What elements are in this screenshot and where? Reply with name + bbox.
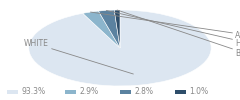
Wedge shape — [98, 10, 120, 48]
Text: 2.8%: 2.8% — [134, 88, 153, 96]
Text: 93.3%: 93.3% — [22, 88, 46, 96]
Bar — [7, 90, 18, 94]
Text: WHITE: WHITE — [24, 40, 133, 74]
Wedge shape — [114, 10, 120, 48]
Bar — [175, 90, 186, 94]
Text: BLACK: BLACK — [117, 10, 240, 58]
Bar — [120, 90, 131, 94]
Text: 1.0%: 1.0% — [190, 88, 209, 96]
Text: 2.9%: 2.9% — [79, 88, 98, 96]
Text: ASIAN: ASIAN — [90, 12, 240, 40]
Bar — [65, 90, 76, 94]
Wedge shape — [83, 11, 120, 48]
Wedge shape — [29, 10, 211, 86]
Text: HISPANIC: HISPANIC — [106, 10, 240, 48]
